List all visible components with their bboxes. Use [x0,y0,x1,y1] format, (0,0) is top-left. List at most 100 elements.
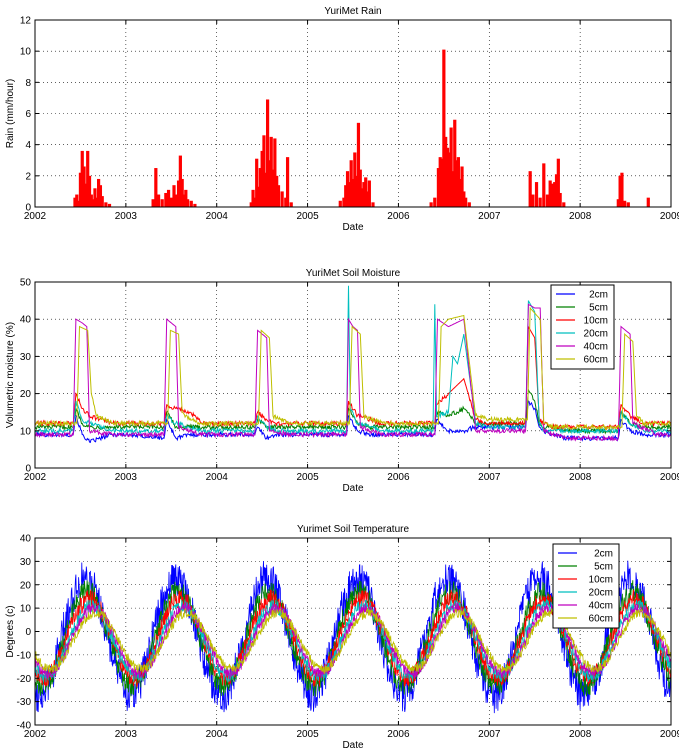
moisture-line-5cm [35,388,671,435]
legend-box [552,543,620,629]
rain-bar [260,150,264,207]
panel-3: 2002 2003 2004 2005 2006 2007 2008 2009 -40 -30 -2… [5,524,679,750]
rain-bar [342,197,346,207]
x-tick-label: 2008 [569,472,592,483]
rain-bar [91,199,95,207]
rain-bar [262,135,266,207]
rain-bar [620,172,624,207]
rain-bar [623,200,627,207]
rain-bar [438,157,442,207]
rain-bar [87,175,92,207]
rain-bar [104,202,108,207]
rain-bar [95,197,99,207]
rain-bar [528,171,532,207]
legend: 2cm 5cm 10cm 20cm 40cm 60cm [552,543,620,629]
rain-bar [175,194,179,207]
rain-bar [267,160,272,207]
rain-bar [75,194,79,207]
x-axis-label: Date [342,222,364,233]
legend-label: 2cm [594,549,613,560]
x-tick-label: 2003 [115,729,138,740]
x-tick-label: 2007 [478,472,501,483]
x-tick-label: 2004 [206,472,229,483]
x-tick-label: 2007 [478,729,501,740]
x-tick-label: 2005 [296,729,319,740]
rain-bar [464,197,468,207]
y-tick-label: 6 [25,109,31,120]
x-tick-label: 2006 [387,472,410,483]
legend-label: 2cm [589,290,608,301]
rain-bar [93,188,97,207]
rain-bar [444,136,448,207]
rain-bar [545,194,550,207]
x-tick-label: 2003 [115,211,138,222]
data-layer [35,560,671,714]
chart-title: YuriMet Soil Moisture [306,268,401,279]
rain-bar [160,199,164,207]
rain-bar [151,199,155,207]
legend-label: 60cm [584,355,608,366]
legend-label: 10cm [584,316,608,327]
y-axis-label: Rain (mm/hour) [5,79,16,148]
moisture-line-40cm [35,303,671,442]
panel-2: 2002 2003 2004 2005 2006 2007 2008 2009 0 10 20 30 4… [5,268,679,494]
rain-bar [154,168,158,207]
rain-bar [558,192,562,207]
rain-bar [265,99,270,207]
rain-bar [284,197,288,207]
rain-bar [100,196,104,207]
rain-bar [249,202,253,207]
rain-bar [353,152,357,207]
y-tick-label: 30 [20,352,32,363]
y-tick-label: 20 [20,580,32,591]
rain-bar [264,172,268,207]
rain-bar [534,182,539,207]
rain-bar [180,178,184,207]
x-tick-label: 2008 [569,729,592,740]
rain-bar [436,168,441,207]
rain-bar [256,186,261,207]
panel-1: 2002 2003 2004 2005 2006 2007 2008 2009 0 2 4 6 8 10 1… [5,6,679,233]
rain-bar [184,189,188,207]
y-tick-label: -20 [17,674,32,685]
legend-label: 20cm [589,588,613,599]
y-tick-label: 8 [25,78,31,89]
y-tick-label: 30 [20,557,32,568]
legend: 2cm 5cm 10cm 20cm 40cm 60cm [550,284,615,370]
y-tick-label: 0 [25,203,31,214]
rain-bar [285,157,290,207]
legend-label: 5cm [589,303,608,314]
y-tick-label: 40 [20,315,32,326]
rain-bar [73,197,77,207]
rain-bar [562,202,566,207]
rain-bar [358,169,362,207]
x-tick-label: 2004 [206,211,229,222]
x-tick-label: 2009 [660,472,679,483]
y-tick-label: 50 [20,278,32,289]
rain-bar [554,174,559,207]
rain-bar [77,200,81,207]
rain-bar [458,178,462,207]
temperature-line-5cm [35,580,671,697]
rain-bar [253,197,257,207]
rain-bar [351,178,355,207]
x-tick-label: 2006 [387,729,410,740]
x-tick-label: 2005 [296,472,319,483]
rain-bar [289,202,293,207]
rain-bar [89,194,93,207]
rain-bar [440,158,444,207]
rain-bar [447,152,451,207]
x-tick-label: 2002 [24,472,47,483]
rain-bar [182,194,186,207]
x-tick-label: 2006 [387,211,410,222]
legend-label: 20cm [584,329,608,340]
rain-bar [551,183,555,207]
rain-bar [84,183,88,207]
rain-bar [98,185,103,207]
rain-bar [176,180,181,207]
x-tick-label: 2009 [660,729,679,740]
y-tick-label: -10 [17,650,32,661]
rain-bar [166,189,171,207]
rain-bar [97,178,101,207]
moisture-line-2cm [35,400,671,444]
